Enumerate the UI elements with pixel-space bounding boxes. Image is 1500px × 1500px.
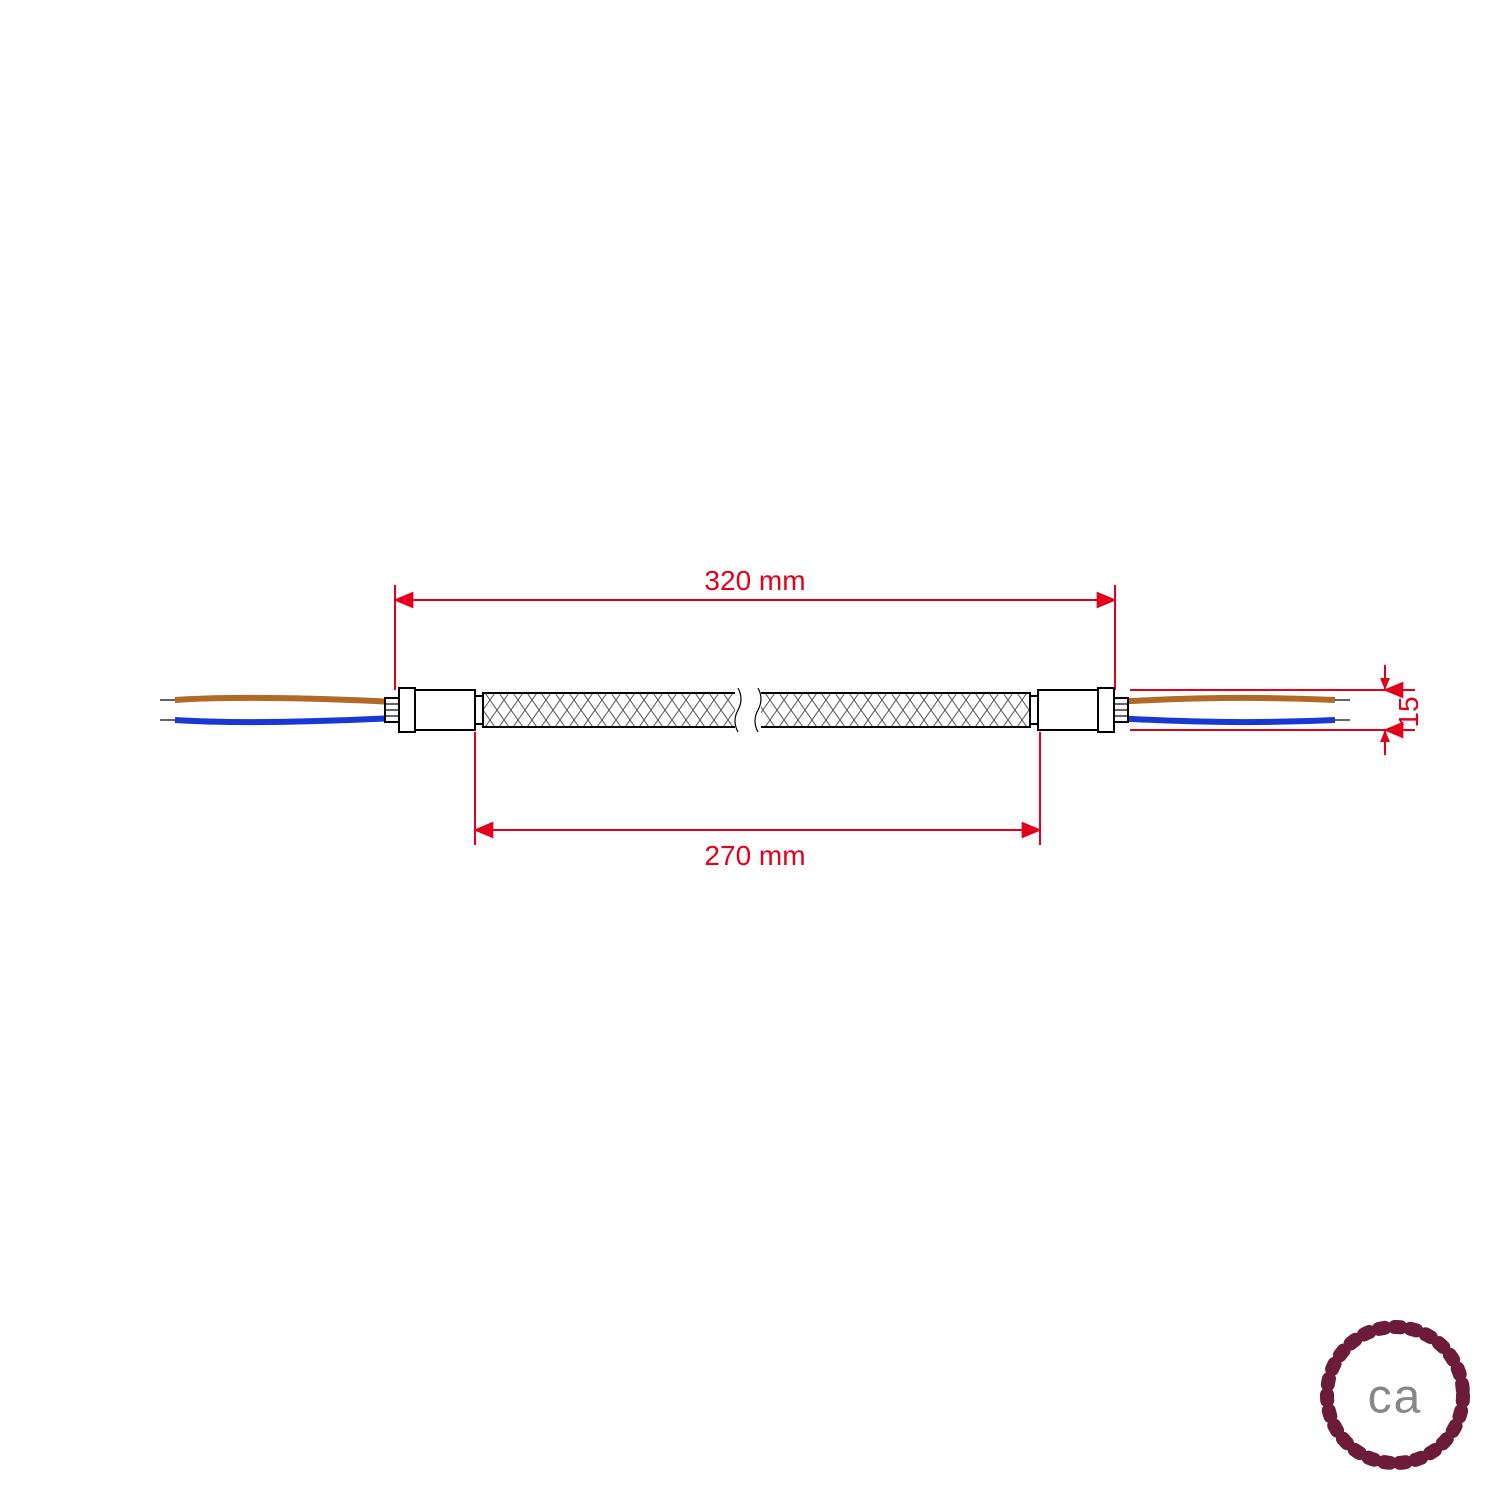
brand-logo: ca [1327, 1327, 1463, 1463]
break-mark [735, 688, 761, 732]
dimension-inner-length: 270 mm [475, 732, 1040, 871]
logo-text: ca [1368, 1371, 1423, 1424]
dimension-overall-length: 320 mm [395, 565, 1115, 690]
dimension-diameter: 15 [1130, 665, 1424, 755]
dimension-label-overall: 320 mm [704, 565, 805, 596]
left-fitting [385, 688, 483, 732]
technical-drawing: 320 mm [0, 0, 1500, 1500]
left-wire-pair [160, 698, 395, 722]
right-wire-pair [1115, 698, 1350, 722]
dimension-label-diameter: 15 [1393, 696, 1424, 727]
dimension-label-inner: 270 mm [704, 840, 805, 871]
braided-tube [483, 688, 1030, 732]
right-fitting [1030, 688, 1128, 732]
